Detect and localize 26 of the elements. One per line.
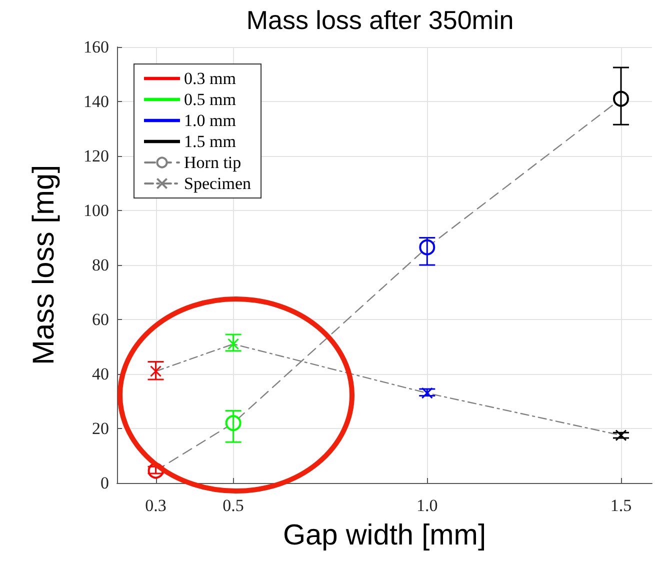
point	[615, 430, 627, 442]
legend-label: Horn tip	[184, 153, 242, 172]
legend-label: 0.3 mm	[184, 69, 236, 88]
x-tick-label: 1.0	[416, 496, 438, 515]
chart-title: Mass loss after 350min	[246, 5, 514, 35]
y-tick-label: 100	[84, 201, 109, 220]
y-tick-label: 60	[92, 310, 109, 329]
y-tick-label: 140	[84, 92, 109, 111]
y-tick-label: 160	[84, 38, 109, 56]
legend-label: 0.5 mm	[184, 90, 236, 109]
x-tick-label: 0.5	[222, 496, 244, 515]
y-tick-label: 120	[84, 146, 109, 166]
point	[228, 338, 240, 350]
point	[150, 366, 162, 378]
y-tick-label: 40	[92, 364, 109, 384]
y-axis-title: Mass loss [mg]	[28, 164, 60, 366]
y-tick-label: 80	[92, 256, 109, 274]
legend-label: Specimen	[184, 174, 252, 193]
y-tick-label: 20	[92, 419, 109, 438]
x-tick-label: 1.5	[610, 496, 632, 515]
x-axis-title: Gap width [mm]	[282, 520, 486, 552]
x-tick-label: 0.3	[145, 496, 166, 515]
point	[421, 387, 433, 399]
legend-label: 1.5 mm	[184, 132, 236, 151]
y-tick-label: 0	[100, 474, 109, 492]
legend-label: 1.0 mm	[184, 111, 236, 130]
